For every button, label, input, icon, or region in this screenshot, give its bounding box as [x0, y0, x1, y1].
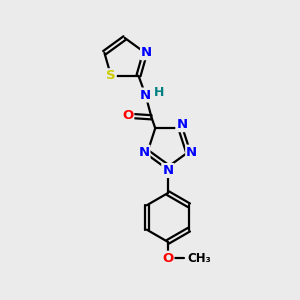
- Text: CH₃: CH₃: [187, 252, 211, 265]
- Text: N: N: [176, 118, 188, 131]
- Text: O: O: [162, 252, 173, 265]
- Text: H: H: [154, 86, 164, 99]
- Text: N: N: [162, 164, 173, 177]
- Text: O: O: [122, 109, 133, 122]
- Text: N: N: [141, 46, 152, 59]
- Text: S: S: [106, 69, 116, 82]
- Text: N: N: [140, 88, 151, 101]
- Text: N: N: [186, 146, 197, 159]
- Text: N: N: [138, 146, 149, 159]
